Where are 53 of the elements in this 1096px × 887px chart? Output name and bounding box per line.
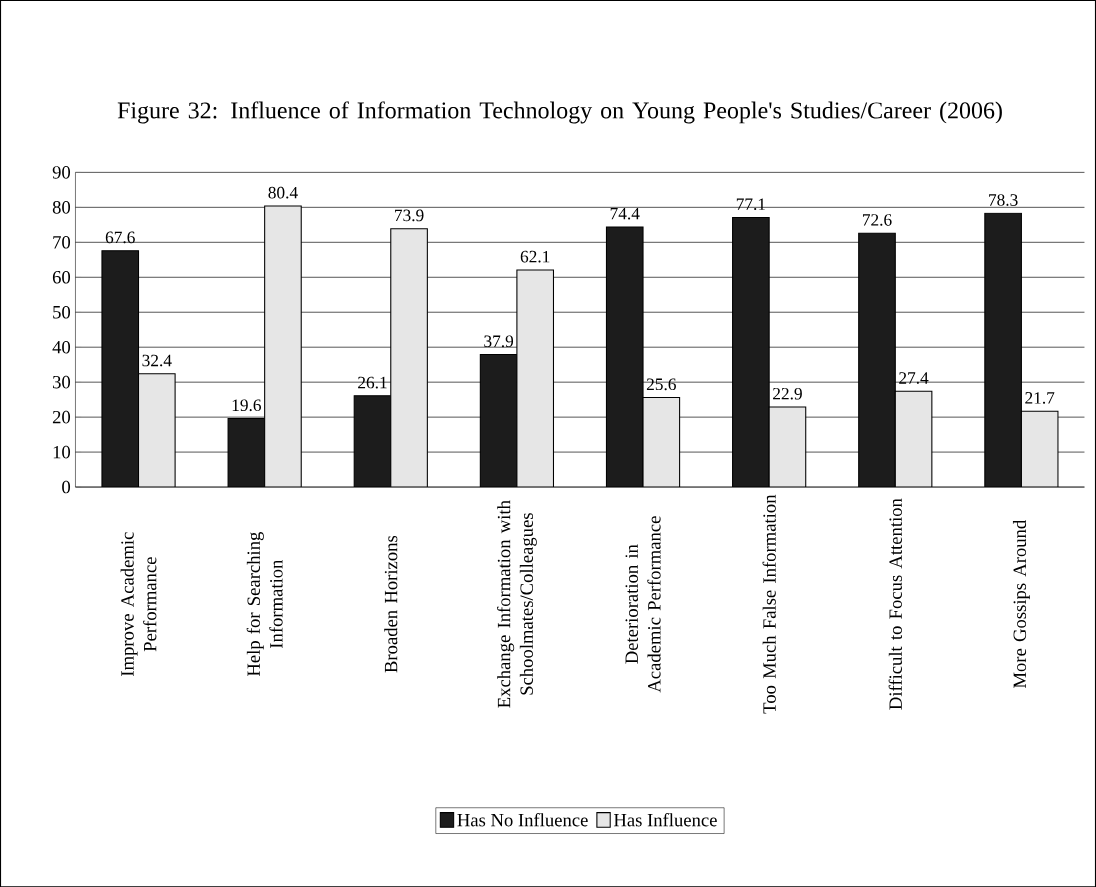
data-label: 74.4 (610, 207, 640, 220)
data-label: 80.4 (268, 186, 298, 199)
data-label: 22.9 (773, 387, 802, 400)
bar (606, 226, 644, 487)
data-label: 37.9 (484, 335, 514, 348)
bar (894, 390, 933, 487)
bar (353, 395, 392, 487)
x-tick-label: Too Much False Information (762, 494, 776, 714)
bar (858, 232, 896, 487)
y-tick-label: 90 (52, 165, 71, 179)
bar (264, 205, 302, 487)
x-tick-label: Help for Searching Information (246, 531, 283, 677)
y-tick-label: 80 (52, 200, 71, 214)
data-label: 26.1 (358, 376, 387, 389)
data-label: 78.3 (989, 194, 1018, 206)
bar (732, 216, 770, 487)
y-tick-label: 30 (53, 375, 71, 389)
bar (479, 353, 518, 487)
data-label: 32.4 (142, 354, 172, 367)
x-tick-label: Broaden Horizons (384, 535, 398, 673)
y-tick-label: 20 (52, 410, 71, 424)
data-label: 67.6 (105, 231, 135, 244)
bar (390, 228, 428, 487)
data-label: 25.6 (646, 378, 676, 391)
x-tick-label: Difficult to Focus Attention (888, 498, 902, 710)
legend-label: Has No Influence (457, 812, 588, 827)
bar (984, 212, 1022, 487)
bar (516, 269, 555, 487)
chart-title: Figure 32: Influence of Information Technology on Young People's Studies/Career (2006) (117, 101, 1002, 124)
data-label: 21.7 (1025, 392, 1055, 404)
y-tick-label: 0 (62, 480, 71, 494)
x-tick-label: Improve Academic Performance (120, 532, 157, 676)
y-tick-label: 50 (53, 305, 71, 319)
bar (101, 250, 140, 487)
data-label: 62.1 (520, 250, 550, 263)
bar (643, 397, 680, 487)
x-tick-label: Deterioration in Academic Performance (625, 516, 661, 693)
y-tick-label: 60 (52, 270, 71, 284)
data-label: 27.4 (899, 372, 929, 384)
y-tick-label: 40 (52, 340, 71, 354)
bar (227, 417, 266, 487)
data-label: 73.9 (395, 209, 424, 222)
bar (1020, 410, 1059, 487)
legend-label: Has Influence (613, 812, 717, 827)
data-label: 19.6 (232, 399, 262, 412)
x-tick-label: Exchange Information with Schoolmates/Colleagues (497, 500, 537, 708)
data-label: 72.6 (862, 214, 892, 226)
x-tick-label: More Gossips Around (1012, 519, 1030, 688)
y-tick-label: 70 (53, 235, 71, 249)
bar (137, 373, 176, 487)
data-label: 77.1 (736, 198, 765, 211)
bar (768, 406, 807, 487)
y-tick-label: 10 (53, 445, 71, 459)
